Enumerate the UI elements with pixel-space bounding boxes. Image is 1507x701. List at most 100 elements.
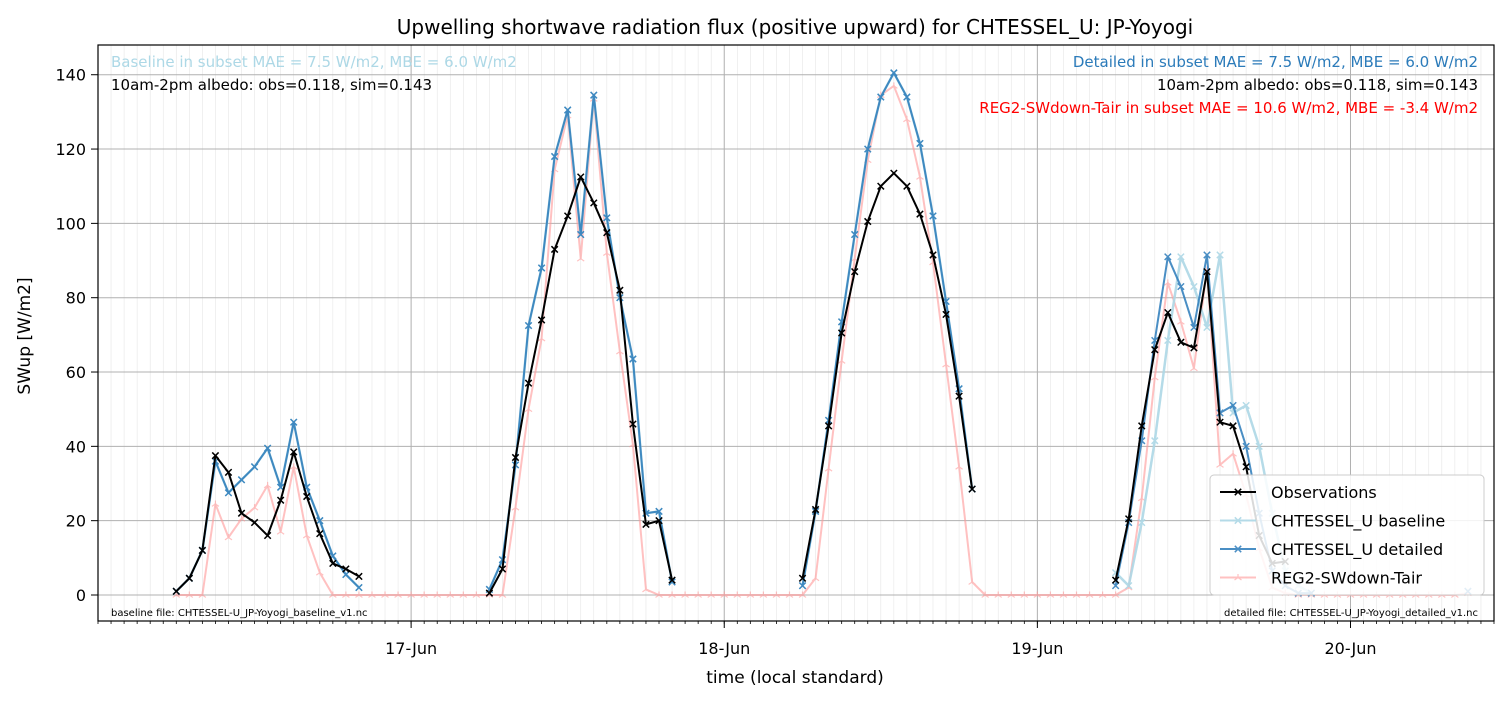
data-point-chtessel-u-baseline bbox=[1216, 251, 1224, 259]
data-point-reg2-swdown-tair bbox=[381, 591, 389, 598]
y-axis-label: SWup [W/m2] bbox=[15, 277, 35, 394]
data-point-chtessel-u-baseline bbox=[1190, 282, 1198, 291]
y-tick-label: 120 bbox=[55, 140, 86, 159]
data-point-observations bbox=[929, 251, 937, 259]
data-point-chtessel-u-detailed bbox=[250, 463, 259, 471]
data-point-observations bbox=[576, 173, 585, 181]
plot-frame bbox=[97, 44, 1495, 622]
legend-label-chtessel-u-detailed: CHTESSEL_U detailed bbox=[1271, 540, 1443, 560]
data-point-reg2-swdown-tair bbox=[1111, 591, 1120, 598]
data-point-reg2-swdown-tair bbox=[837, 357, 846, 364]
data-point-reg2-swdown-tair bbox=[1059, 591, 1068, 598]
legend-label-observations: Observations bbox=[1271, 483, 1377, 502]
baseline-stats-annotation: Baseline in subset MAE = 7.5 W/m2, MBE =… bbox=[111, 53, 517, 71]
data-point-chtessel-u-baseline bbox=[1177, 253, 1185, 261]
data-point-chtessel-u-detailed bbox=[576, 230, 585, 239]
baseline-file-annotation: baseline file: CHTESSEL-U_JP-Yoyogi_base… bbox=[111, 608, 368, 619]
data-point-reg2-swdown-tair bbox=[276, 528, 285, 535]
data-point-observations bbox=[550, 245, 559, 254]
y-axis: 0 20 40 60 80 100 120 140 bbox=[55, 66, 98, 605]
x-axis-label: time (local standard) bbox=[706, 668, 884, 688]
data-point-observations bbox=[942, 310, 950, 319]
data-point-reg2-swdown-tair bbox=[472, 591, 481, 598]
data-point-observations bbox=[1164, 308, 1172, 317]
data-point-reg2-swdown-tair bbox=[746, 591, 755, 598]
data-point-chtessel-u-detailed bbox=[563, 106, 572, 114]
data-point-chtessel-u-detailed bbox=[655, 507, 663, 516]
data-point-chtessel-u-detailed bbox=[603, 214, 611, 222]
data-point-observations bbox=[877, 182, 885, 190]
data-point-reg2-swdown-tair bbox=[211, 500, 220, 507]
legend-label-reg2-swdown-tair: REG2-SWdown-Tair bbox=[1271, 569, 1422, 588]
data-point-reg2-swdown-tair bbox=[759, 591, 768, 598]
data-point-chtessel-u-baseline bbox=[1203, 323, 1211, 332]
data-point-observations bbox=[616, 286, 624, 294]
data-point-reg2-swdown-tair bbox=[733, 591, 742, 598]
data-point-reg2-swdown-tair bbox=[642, 585, 650, 593]
data-point-reg2-swdown-tair bbox=[576, 255, 585, 262]
data-point-chtessel-u-detailed bbox=[668, 578, 676, 586]
data-point-reg2-swdown-tair bbox=[263, 481, 272, 489]
data-point-reg2-swdown-tair bbox=[1229, 450, 1237, 457]
legend-marker-chtessel-u-baseline bbox=[1234, 516, 1242, 525]
data-point-observations bbox=[1138, 422, 1146, 430]
data-point-observations bbox=[798, 574, 807, 582]
data-point-reg2-swdown-tair bbox=[942, 361, 950, 368]
data-point-observations bbox=[198, 546, 207, 555]
data-point-reg2-swdown-tair bbox=[694, 591, 702, 598]
data-point-reg2-swdown-tair bbox=[394, 591, 402, 598]
data-point-reg2-swdown-tair bbox=[433, 591, 442, 598]
data-point-reg2-swdown-tair bbox=[1020, 591, 1029, 598]
data-point-reg2-swdown-tair bbox=[1046, 591, 1055, 598]
data-point-reg2-swdown-tair bbox=[720, 591, 729, 598]
data-point-chtessel-u-detailed bbox=[1229, 401, 1237, 410]
data-point-reg2-swdown-tair bbox=[420, 591, 429, 598]
data-point-observations bbox=[837, 329, 846, 337]
data-point-reg2-swdown-tair bbox=[1098, 591, 1107, 598]
data-point-observations bbox=[1177, 338, 1185, 347]
series-observations bbox=[172, 169, 1289, 597]
data-point-reg2-swdown-tair bbox=[224, 533, 233, 541]
data-point-observations bbox=[668, 576, 676, 584]
data-point-reg2-swdown-tair bbox=[498, 591, 507, 598]
data-point-reg2-swdown-tair bbox=[446, 591, 455, 598]
data-point-chtessel-u-detailed bbox=[850, 230, 859, 239]
detailed-albedo-annotation: 10am-2pm albedo: obs=0.118, sim=0.143 bbox=[1157, 76, 1478, 94]
data-point-observations bbox=[485, 589, 494, 597]
legend-entry-reg2-swdown-tair bbox=[1220, 574, 1256, 581]
data-point-observations bbox=[968, 485, 976, 493]
data-point-observations bbox=[850, 267, 859, 276]
data-point-observations bbox=[537, 316, 546, 324]
data-point-observations bbox=[916, 210, 924, 218]
data-point-chtessel-u-detailed bbox=[224, 489, 233, 497]
data-point-observations bbox=[824, 422, 833, 430]
data-point-observations bbox=[1111, 576, 1120, 584]
data-point-reg2-swdown-tair bbox=[616, 348, 624, 355]
data-point-chtessel-u-detailed bbox=[864, 145, 872, 153]
x-tick-label: 20-Jun bbox=[1324, 639, 1376, 658]
data-point-reg2-swdown-tair bbox=[368, 591, 376, 598]
chart-title: Upwelling shortwave radiation flux (posi… bbox=[397, 15, 1193, 39]
data-point-reg2-swdown-tair bbox=[328, 591, 337, 598]
data-point-reg2-swdown-tair bbox=[968, 578, 976, 585]
data-point-observations bbox=[224, 468, 233, 477]
data-point-reg2-swdown-tair bbox=[772, 591, 781, 598]
data-point-chtessel-u-detailed bbox=[316, 516, 324, 525]
y-tick-label: 20 bbox=[66, 512, 86, 531]
data-point-observations bbox=[603, 228, 611, 237]
data-point-observations bbox=[276, 496, 285, 504]
data-point-chtessel-u-detailed bbox=[1177, 282, 1185, 291]
data-point-reg2-swdown-tair bbox=[811, 574, 820, 582]
data-point-observations bbox=[1124, 515, 1133, 523]
data-point-reg2-swdown-tair bbox=[524, 405, 533, 413]
data-point-reg2-swdown-tair bbox=[1150, 374, 1159, 381]
data-point-reg2-swdown-tair bbox=[198, 591, 207, 598]
data-point-observations bbox=[1190, 344, 1198, 352]
y-tick-label: 40 bbox=[66, 437, 86, 456]
data-point-reg2-swdown-tair bbox=[994, 591, 1003, 598]
data-point-reg2-swdown-tair bbox=[707, 591, 716, 598]
data-point-reg2-swdown-tair bbox=[1163, 279, 1172, 286]
data-point-observations bbox=[355, 572, 363, 581]
data-point-reg2-swdown-tair bbox=[824, 465, 833, 472]
